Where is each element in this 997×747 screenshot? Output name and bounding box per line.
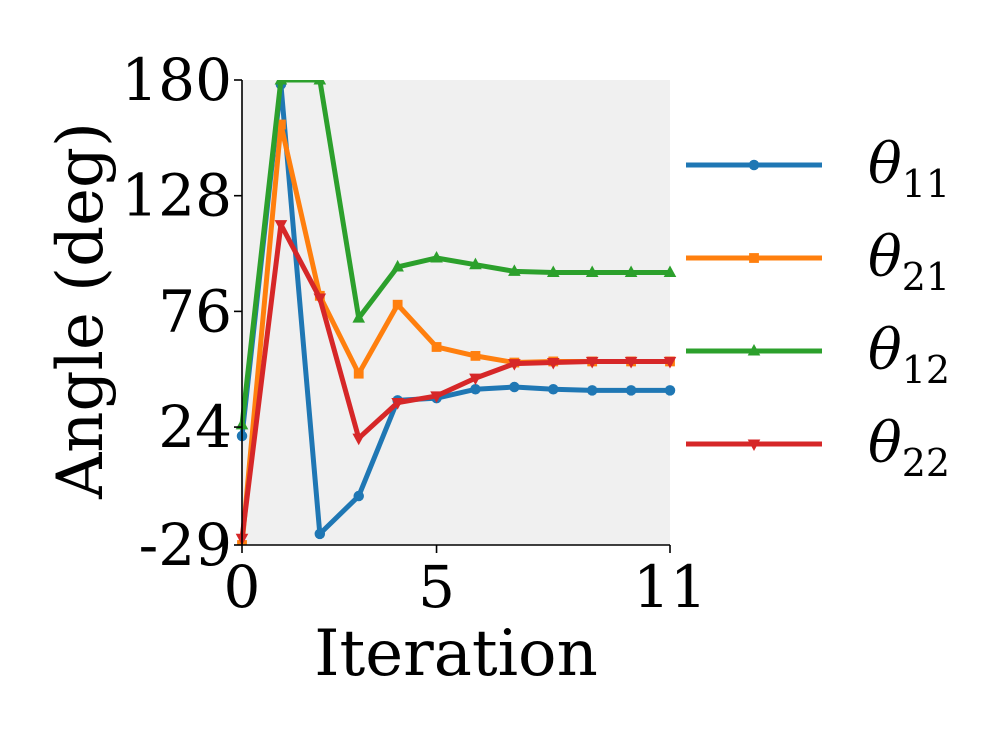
- legend-label: θ21: [868, 225, 950, 299]
- series-line-12: [239, 80, 670, 426]
- y-tick-label: 128: [121, 162, 232, 230]
- data-point: [313, 293, 327, 306]
- legend-label: θ22: [868, 411, 950, 485]
- y-tick-label: 24: [158, 393, 232, 461]
- data-point: [664, 385, 676, 396]
- legend-marker: [747, 344, 761, 356]
- y-tick-label: 180: [121, 46, 232, 114]
- series-11: [236, 80, 676, 540]
- data-point: [546, 265, 560, 278]
- data-point: [274, 220, 288, 232]
- x-tick-label: 11: [633, 553, 707, 621]
- data-point: [313, 80, 327, 85]
- legend-entry-11: θ11: [686, 132, 950, 206]
- y-tick-label: -29: [139, 511, 232, 579]
- ticks-layer: 0 5 11 -29 24 76 128 180: [121, 46, 707, 621]
- data-point: [585, 356, 599, 369]
- data-point: [508, 359, 521, 371]
- legend-entry-21: θ21: [686, 225, 950, 299]
- data-point: [470, 384, 481, 395]
- data-point: [663, 265, 677, 278]
- legend-marker: [749, 253, 759, 263]
- data-point: [276, 119, 286, 130]
- data-point: [431, 342, 442, 352]
- data-point: [625, 385, 637, 396]
- y-tick-label: 76: [158, 277, 232, 345]
- data-point: [663, 356, 677, 369]
- data-point: [469, 373, 482, 386]
- legend-entry-22: θ22: [686, 411, 950, 485]
- data-point: [624, 356, 638, 369]
- series-line-11: [239, 81, 670, 537]
- data-point: [314, 528, 326, 540]
- legend: θ11 θ21 θ12 θ22: [686, 132, 950, 485]
- data-point: [508, 264, 521, 276]
- series-line-22: [239, 222, 670, 539]
- data-point: [585, 265, 599, 278]
- x-axis-label: Iteration: [314, 617, 598, 691]
- legend-entry-12: θ12: [686, 318, 950, 392]
- data-point: [274, 80, 288, 85]
- data-point: [391, 259, 404, 272]
- data-point: [430, 391, 443, 403]
- data-point: [352, 311, 366, 323]
- data-point: [548, 384, 559, 395]
- plot-background: [242, 80, 670, 545]
- data-point: [509, 381, 520, 393]
- axes-layer: [241, 80, 670, 546]
- data-point: [352, 433, 366, 446]
- series-layer: [235, 80, 677, 545]
- data-point: [586, 385, 598, 396]
- data-point: [392, 299, 403, 310]
- legend-label: θ12: [868, 318, 950, 392]
- y-axis-label: Angle (deg): [44, 122, 118, 500]
- legend-marker: [747, 439, 761, 451]
- data-point: [624, 265, 638, 278]
- data-point: [469, 257, 482, 270]
- x-tick-label: 5: [418, 553, 455, 621]
- data-point: [391, 398, 404, 410]
- legend-label: θ11: [868, 132, 950, 206]
- x-tick-label: 0: [224, 553, 261, 621]
- data-point: [470, 350, 481, 361]
- legend-marker: [748, 159, 760, 171]
- data-point: [353, 368, 364, 379]
- series-12: [235, 80, 677, 430]
- data-point: [546, 358, 560, 370]
- data-point: [353, 490, 364, 502]
- data-point: [430, 250, 443, 263]
